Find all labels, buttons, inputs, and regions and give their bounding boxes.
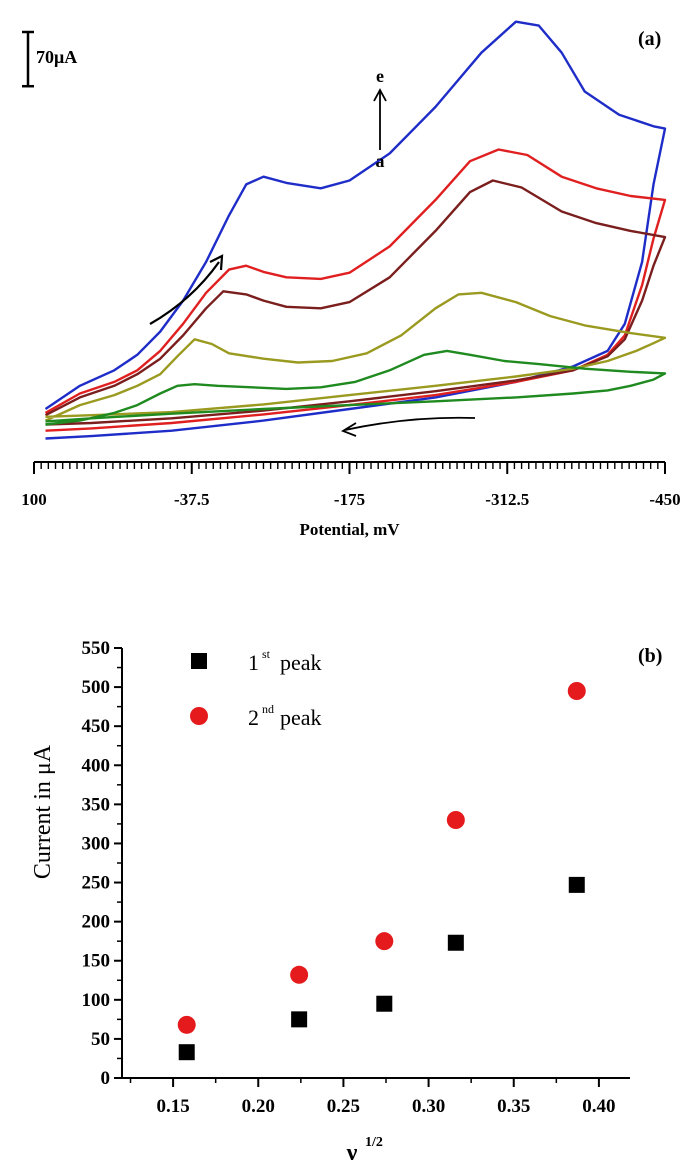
legend-label-superscript: st [262, 647, 271, 661]
x-tick-label: -312.5 [485, 490, 529, 509]
legend-label: 1 [248, 650, 259, 675]
y-tick-label: 350 [82, 794, 111, 815]
x-tick-label: 0.15 [156, 1096, 189, 1117]
arrow-label-e: e [376, 66, 384, 86]
point-1st-peak [178, 1044, 195, 1061]
y-tick-label: 0 [101, 1068, 111, 1089]
panel-label-a: (a) [638, 28, 661, 50]
y-tick-label: 100 [82, 990, 111, 1011]
arrow-label-a: a [376, 151, 385, 171]
x-tick-label: 100 [21, 490, 47, 509]
x-tick-label: 0.35 [497, 1096, 530, 1117]
point-1st-peak [447, 934, 464, 951]
panel-label-b: (b) [638, 645, 662, 667]
y-tick-label: 500 [82, 677, 111, 698]
x-tick-label: -37.5 [174, 490, 209, 509]
point-2nd-peak [177, 1015, 196, 1034]
forward-sweep-arrowhead [209, 254, 224, 271]
cv-curve-4 [45, 291, 667, 422]
panel-b-peak-current-scatter: 0 50 100 150 200 250 300 350 400 450 500 550 0.15 0.2… [30, 638, 662, 1166]
x-tick-label: 0.30 [412, 1096, 445, 1117]
y-tick-label: 200 [82, 912, 111, 933]
forward-sweep-arrow [149, 261, 220, 325]
y-tick-label: 50 [91, 1029, 110, 1050]
reverse-sweep-arrow [344, 416, 476, 431]
x-tick-label: -450 [649, 490, 680, 509]
legend-label-superscript: nd [262, 702, 274, 716]
cv-curve-3 [44, 179, 667, 426]
cv-curve-1 [44, 20, 667, 440]
panel-a-cyclic-voltammogram: 100 -37.5 -175 -312.5 -450 Potential, mV (a) 70… [21, 20, 681, 539]
x-axis-label: Potential, mV [299, 520, 400, 539]
legend-marker-square [191, 653, 207, 669]
cv-curve-5 [45, 349, 667, 426]
x-axis-label: ν [346, 1140, 358, 1166]
y-tick-label: 300 [82, 833, 111, 854]
point-2nd-peak [567, 682, 586, 700]
y-tick-label: 150 [82, 951, 111, 972]
y-tick-label: 250 [82, 873, 111, 894]
scale-bar-label: 70μA [36, 47, 77, 67]
point-1st-peak [568, 876, 585, 893]
point-2nd-peak [290, 965, 309, 984]
point-2nd-peak [446, 811, 465, 829]
x-tick-label: 0.25 [327, 1096, 360, 1117]
legend-marker-circle [190, 707, 208, 725]
legend-label: 2 [248, 705, 259, 730]
scan-rate-arrowhead [373, 88, 387, 102]
x-tick-label: -175 [334, 490, 365, 509]
cv-curve-2 [44, 148, 667, 432]
x-tick-label: 0.40 [582, 1096, 615, 1117]
y-axis-label: Current in μA [30, 744, 56, 879]
x-axis-label-superscript: 1/2 [365, 1135, 383, 1150]
point-2nd-peak [375, 932, 394, 951]
y-tick-label: 450 [82, 716, 111, 737]
point-1st-peak [376, 995, 393, 1012]
x-tick-label: 0.20 [242, 1096, 275, 1117]
y-tick-label: 550 [82, 638, 111, 659]
legend-label-suffix: peak [280, 650, 322, 675]
y-tick-label: 400 [82, 755, 111, 776]
legend-label-suffix: peak [280, 705, 322, 730]
point-1st-peak [291, 1011, 308, 1028]
reverse-sweep-arrowhead [340, 422, 357, 437]
